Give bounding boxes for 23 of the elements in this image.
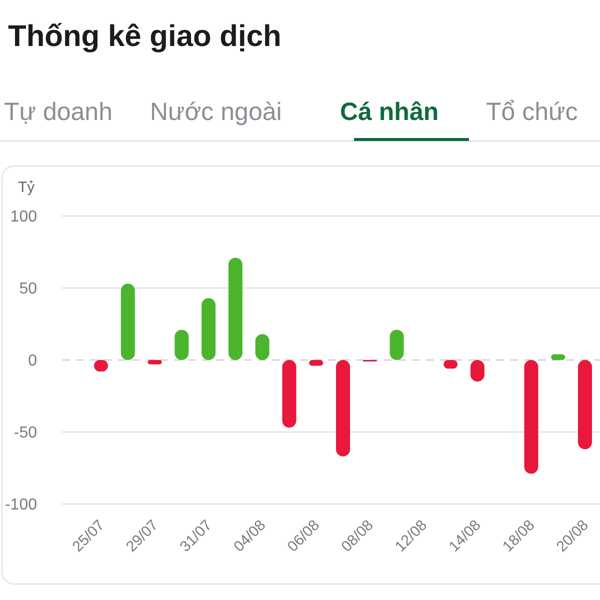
y-axis-title: Tỷ [18,179,36,196]
y-tick-label: -50 [14,424,38,442]
bar [390,330,404,360]
bar [120,284,135,360]
y-tick-label: 50 [19,280,38,298]
bar [148,360,162,364]
bar [174,330,189,360]
text: Nước ngoài [150,98,282,126]
chart-title: Thống kê giao dịch [8,20,282,53]
text: Tổ chức [486,98,578,126]
bar [228,258,242,360]
bar [336,360,350,456]
bar [309,360,324,366]
text: Cá nhân [340,98,439,126]
y-tick-label: 0 [28,352,38,370]
bar [578,360,592,450]
bar [551,354,566,360]
bar [524,360,538,474]
bar [202,298,216,360]
y-tick-label: 100 [10,208,38,226]
bar [282,360,296,428]
y-tick-label: -100 [4,496,38,514]
text: Tự doanh [4,98,112,126]
